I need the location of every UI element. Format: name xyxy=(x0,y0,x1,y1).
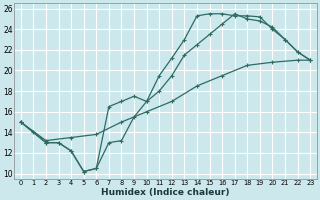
X-axis label: Humidex (Indice chaleur): Humidex (Indice chaleur) xyxy=(101,188,230,197)
